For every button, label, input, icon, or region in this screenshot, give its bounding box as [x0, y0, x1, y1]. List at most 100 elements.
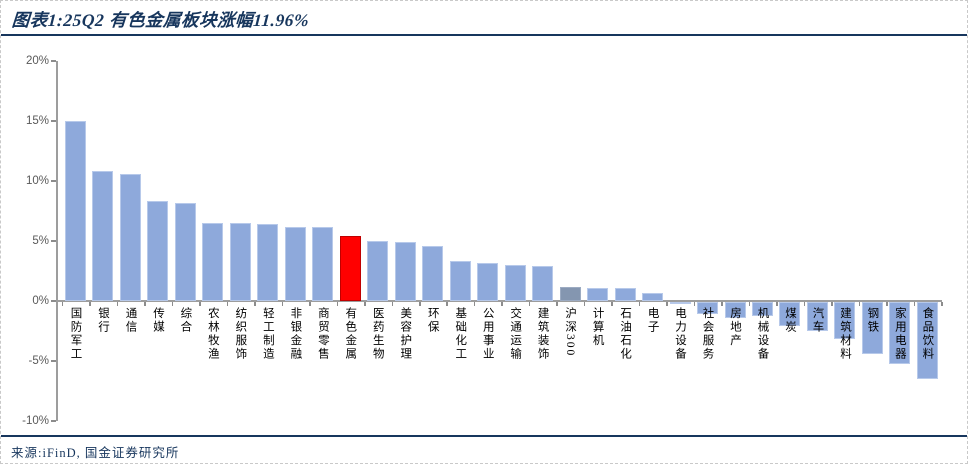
bar	[806, 302, 828, 331]
x-axis-label: 医药生物	[371, 307, 384, 361]
x-axis-label: 电子	[646, 307, 659, 334]
x-axis-label: 农林牧渔	[206, 307, 219, 361]
x-axis-label: 传媒	[151, 307, 164, 334]
x-axis-tick	[776, 302, 778, 306]
x-axis-label: 公用事业	[481, 307, 494, 361]
bar-benchmark	[559, 286, 581, 301]
x-axis-label: 银行	[96, 307, 109, 334]
x-axis-tick	[721, 302, 723, 306]
x-axis-tick	[528, 302, 531, 306]
y-axis-tick-label: 15%	[25, 115, 49, 127]
bar	[477, 262, 499, 301]
title-underline	[1, 34, 967, 36]
x-axis-tick	[858, 302, 861, 306]
bar	[119, 173, 141, 301]
x-axis-tick	[611, 302, 613, 306]
x-axis-tick	[803, 302, 806, 306]
bar	[532, 266, 554, 301]
x-axis-tick	[336, 302, 339, 306]
y-axis-tick-label: 0%	[32, 295, 49, 307]
x-axis-label: 汽车	[811, 307, 824, 334]
bar	[312, 226, 334, 301]
bar	[422, 245, 444, 301]
x-axis-tick	[226, 302, 229, 306]
x-axis-tick	[556, 302, 558, 306]
y-axis-tick	[51, 60, 56, 62]
x-axis-label: 有色金属	[344, 307, 357, 361]
x-axis-label: 交通运输	[509, 307, 522, 361]
x-axis-label: 综合	[179, 307, 192, 334]
bar	[92, 171, 114, 301]
x-axis-tick	[913, 302, 916, 306]
bar	[861, 302, 883, 354]
footer-rule	[1, 435, 967, 437]
bar-highlight	[339, 236, 361, 301]
bar	[889, 302, 911, 365]
y-axis-tick	[51, 300, 56, 302]
source-note: 来源:iFinD, 国金证券研究所	[11, 446, 180, 460]
bar	[257, 224, 279, 301]
bar	[504, 265, 526, 301]
x-axis-label: 纺织服饰	[234, 307, 247, 361]
bar	[284, 226, 306, 301]
x-axis-tick	[446, 302, 448, 306]
x-axis-label: 国防军工	[69, 307, 82, 361]
bar	[614, 287, 636, 301]
x-axis-label: 电力设备	[674, 307, 687, 361]
x-axis-label: 煤炭	[783, 307, 796, 334]
x-axis-label: 食品饮料	[921, 307, 934, 361]
bar	[669, 302, 691, 304]
bar	[65, 121, 86, 301]
bar	[587, 287, 609, 301]
y-axis-tick	[51, 240, 56, 242]
x-axis-tick	[391, 302, 394, 306]
y-axis-tick-label: -5%	[28, 355, 49, 367]
bar	[202, 223, 224, 301]
x-axis-tick	[886, 302, 888, 306]
bar	[779, 302, 801, 326]
x-axis-label: 社会服务	[701, 307, 714, 361]
bar	[367, 241, 389, 301]
x-axis-label: 轻工制造	[261, 307, 274, 361]
x-axis-tick	[254, 302, 256, 306]
y-axis-tick	[51, 180, 56, 182]
bar	[449, 261, 471, 301]
bar	[724, 302, 746, 318]
x-axis-label: 钢铁	[866, 307, 879, 334]
x-axis-tick	[171, 302, 174, 306]
bar	[394, 242, 416, 301]
bar	[752, 302, 773, 317]
x-axis-tick	[199, 302, 201, 306]
bar	[834, 302, 856, 340]
y-axis-tick-label: -10%	[22, 415, 49, 427]
x-axis-tick	[748, 302, 751, 306]
y-axis-tick-label: 10%	[25, 175, 49, 187]
x-axis-label: 家用电器	[893, 307, 906, 361]
x-axis-line	[56, 300, 943, 302]
x-axis-tick	[693, 302, 696, 306]
x-axis-label: 机械设备	[756, 307, 769, 361]
x-axis-label: 建筑材料	[838, 307, 851, 361]
x-axis-tick	[281, 302, 284, 306]
y-axis-tick	[51, 120, 56, 122]
bar	[229, 223, 251, 301]
x-axis-tick	[638, 302, 641, 306]
x-axis-label: 房地产	[729, 307, 742, 348]
y-axis-tick-label: 20%	[25, 55, 49, 67]
x-axis-label: 环保	[426, 307, 439, 334]
x-axis-label: 建筑装饰	[536, 307, 549, 361]
x-axis-tick	[831, 302, 833, 306]
bar	[642, 292, 664, 301]
x-axis-tick	[61, 302, 64, 306]
x-axis-label: 非银金融	[289, 307, 302, 361]
x-axis-tick	[583, 302, 586, 306]
x-axis-label: 商贸零售	[316, 307, 329, 361]
x-axis-label: 沪深300	[564, 307, 577, 358]
y-axis-tick-label: 5%	[32, 235, 49, 247]
x-axis-label: 计算机	[591, 307, 604, 348]
x-axis-label: 石油石化	[619, 307, 632, 361]
y-axis-tick	[51, 420, 56, 422]
x-axis-label: 美容护理	[399, 307, 412, 361]
